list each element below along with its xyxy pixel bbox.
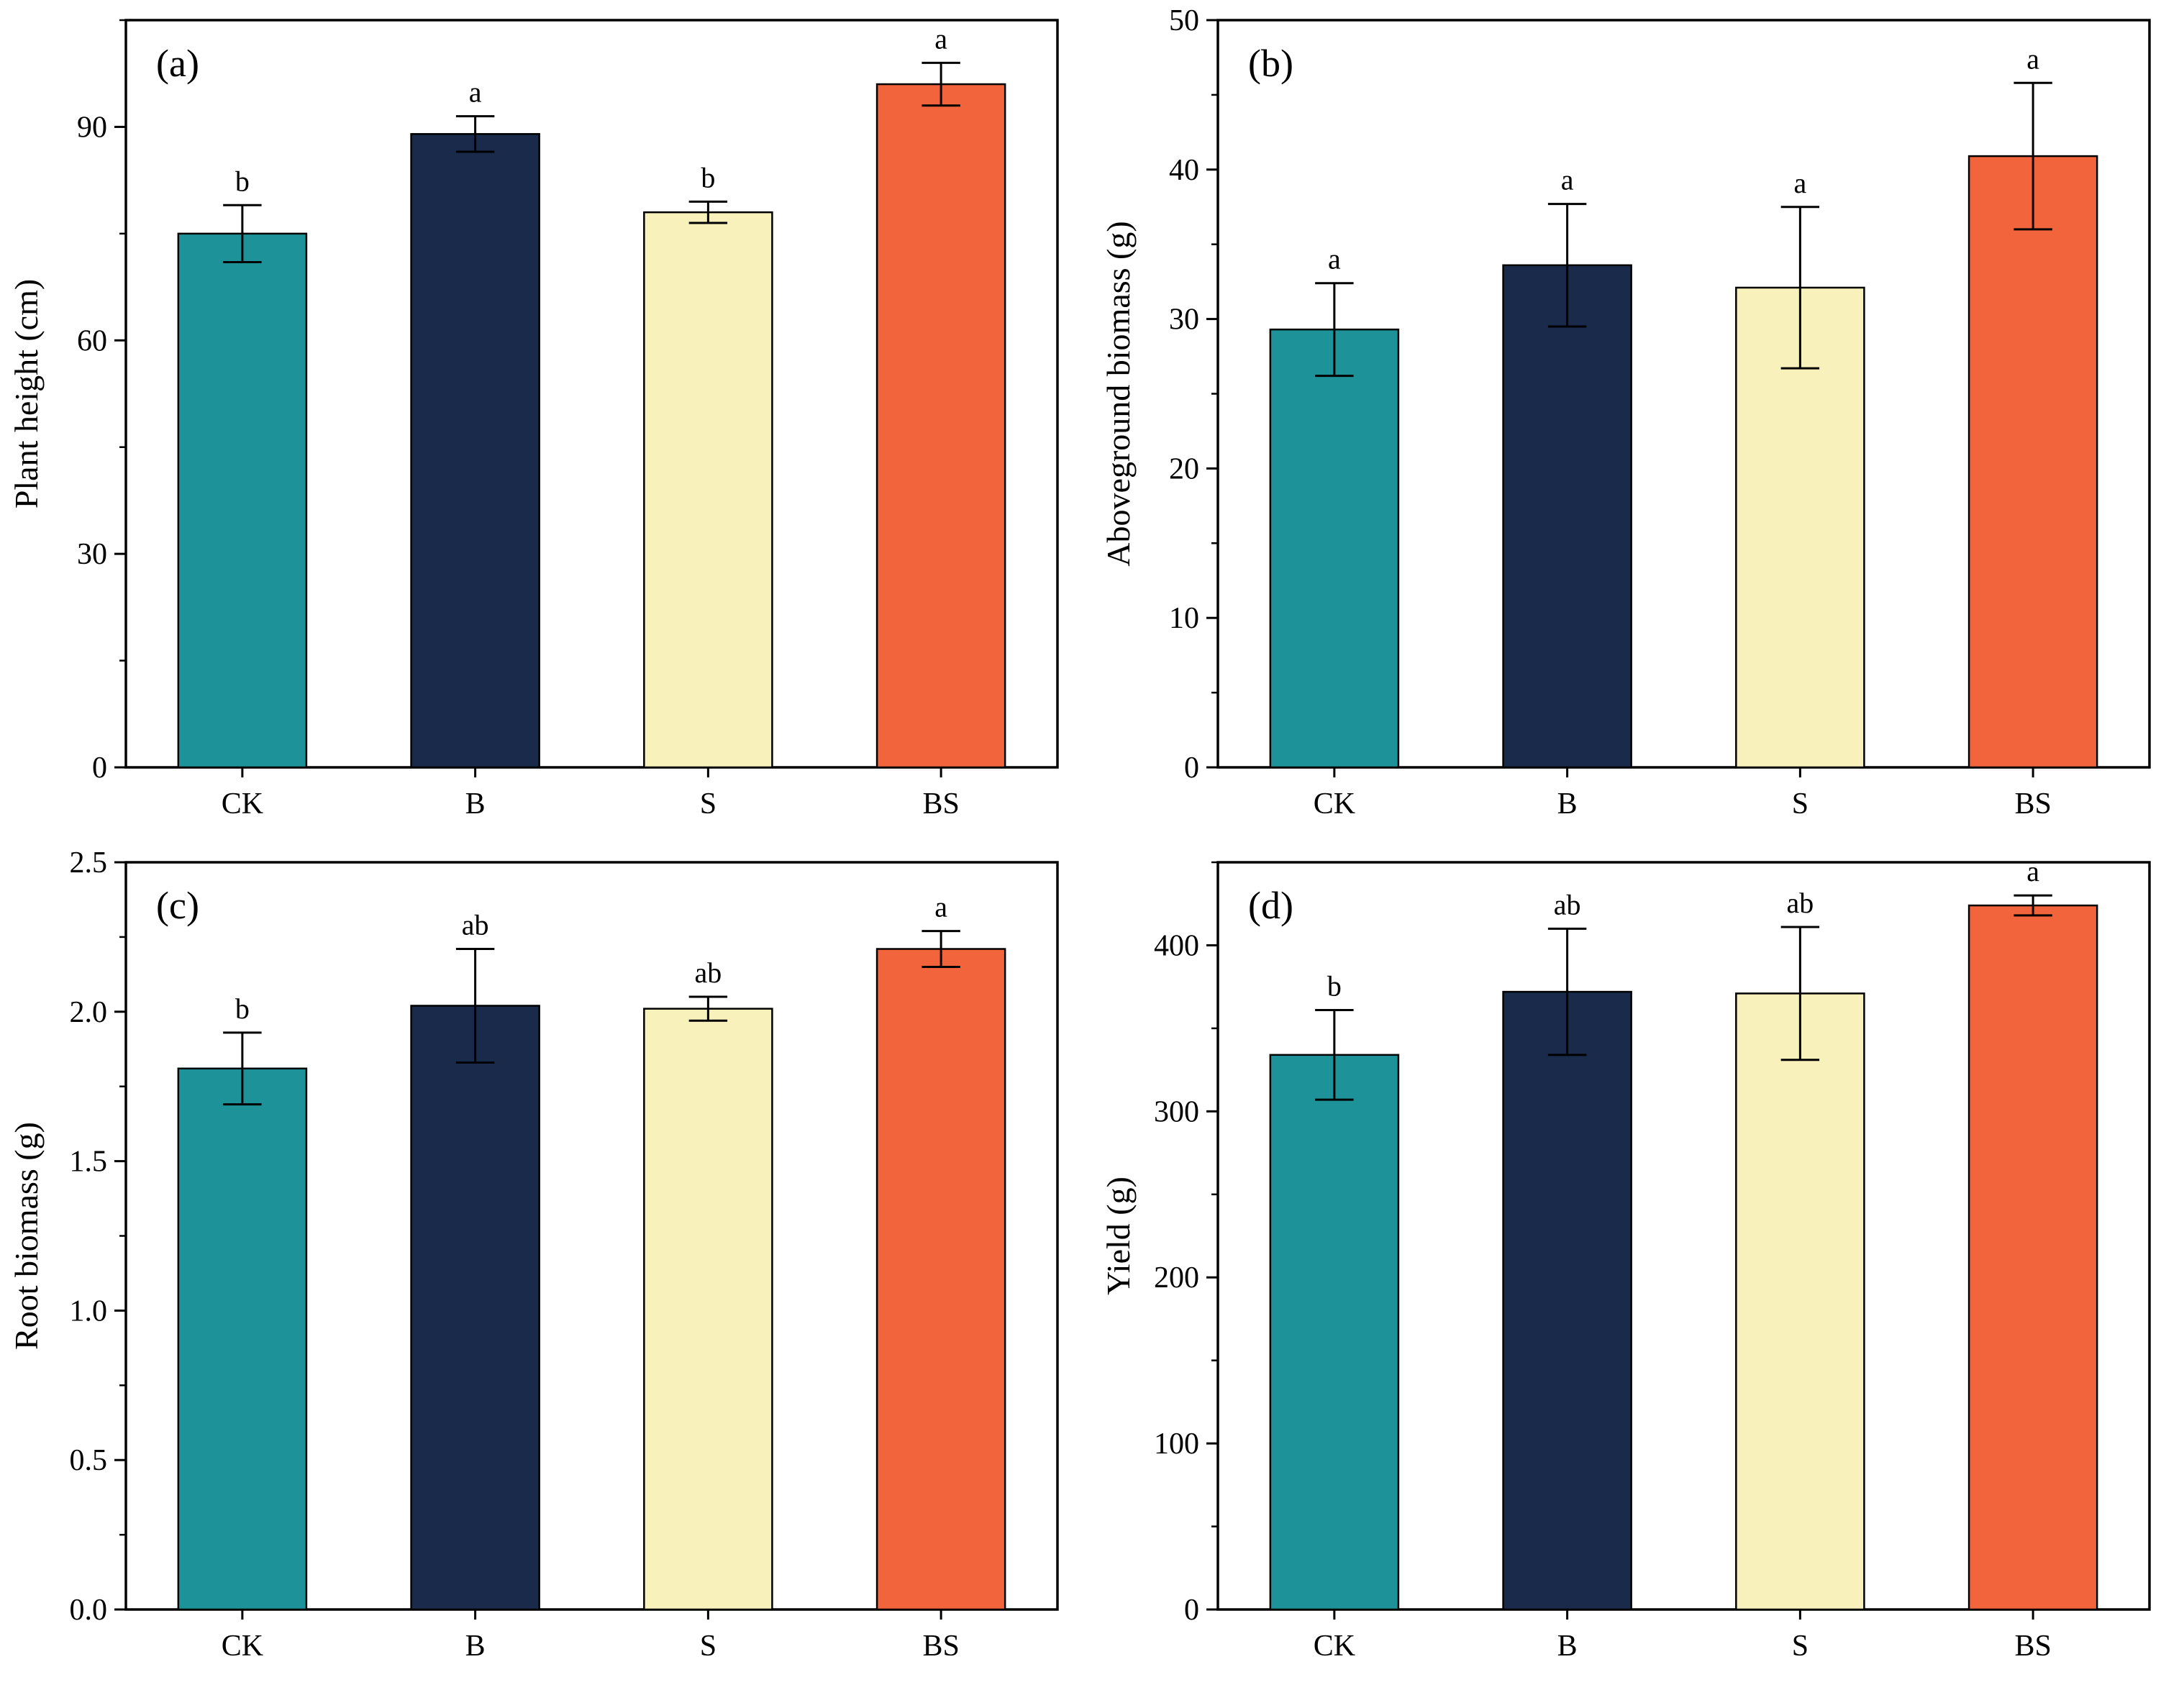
significance-letter-CK: b (235, 165, 250, 197)
x-category-label: CK (1314, 787, 1355, 821)
x-category-label: S (1792, 1630, 1808, 1663)
y-tick-label: 1.5 (70, 1146, 108, 1179)
significance-letter-S: b (701, 161, 715, 193)
y-tick-label: 1.0 (70, 1294, 108, 1328)
y-tick-label: 40 (1169, 154, 1199, 187)
bar-B (1502, 990, 1632, 1611)
significance-letter-CK: b (235, 992, 250, 1025)
y-tick-label: 0 (92, 752, 107, 785)
y-axis-title: Yield (g) (1100, 1177, 1137, 1295)
significance-letter-B: a (469, 76, 482, 109)
chart-d-svg: 0 100 200 300 400 CK b Bab Sab BS a Yield (g) (d) (1100, 855, 2151, 1663)
significance-letter-BS: a (2026, 42, 2039, 75)
y-tick-label: 200 (1154, 1261, 1199, 1294)
significance-letter-BS: a (934, 22, 947, 55)
y-axis-title: Aboveground biomass (g) (1100, 221, 1137, 566)
significance-letter-B: ab (462, 909, 489, 941)
y-tick-label: 30 (77, 538, 107, 571)
chart-a-svg: 0 30 60 90 CK b Ba Sb BS a Plant height (cm) (a) (8, 19, 1059, 821)
x-category-label: S (700, 787, 716, 821)
x-category-label: BS (922, 1630, 959, 1663)
bar-B (410, 133, 540, 769)
chart-c-svg: 0.0 0.5 1.0 1.5 2.0 2.5 CK b Bab Sab BS a Root bioma… (8, 846, 1059, 1663)
significance-letter-B: a (1561, 164, 1574, 196)
y-tick-label: 60 (77, 324, 107, 357)
x-category-label: B (465, 1630, 486, 1663)
significance-letter-S: a (1793, 167, 1806, 199)
y-tick-label: 20 (1169, 452, 1199, 485)
significance-letter-B: ab (1554, 888, 1581, 921)
y-tick-label: 90 (77, 111, 107, 144)
bar-S (643, 211, 773, 769)
bar-CK (177, 1067, 308, 1611)
y-tick-label: 300 (1154, 1095, 1199, 1128)
significance-letter-CK: b (1327, 969, 1342, 1002)
y-tick-label: 400 (1154, 929, 1199, 962)
bar-S (643, 1008, 773, 1611)
significance-letter-S: ab (1786, 887, 1814, 919)
bar-CK (1269, 1054, 1400, 1611)
y-tick-label: 0.0 (70, 1594, 108, 1627)
x-category-label: B (1557, 1630, 1578, 1663)
y-tick-label: 0 (1184, 752, 1199, 785)
x-category-label: B (1557, 787, 1578, 821)
plot-frame (124, 19, 1059, 769)
bar-BS (875, 948, 1006, 1611)
x-category-label: CK (222, 787, 263, 821)
y-tick-label: 10 (1169, 602, 1199, 635)
x-category-label: S (1792, 787, 1808, 821)
panel-label: (b) (1248, 42, 1293, 85)
panel-label: (c) (156, 884, 199, 927)
significance-letter-BS: a (934, 891, 947, 923)
bar-CK (177, 232, 308, 769)
y-tick-label: 0.5 (70, 1444, 108, 1477)
y-tick-label: 30 (1169, 303, 1199, 337)
x-category-label: BS (2014, 1630, 2051, 1663)
y-tick-label: 50 (1169, 4, 1199, 37)
bar-BS (1967, 155, 2098, 769)
plot-frame (1216, 861, 2151, 1611)
x-category-label: BS (2014, 787, 2051, 821)
bar-S (1735, 992, 1865, 1611)
bar-BS (1967, 904, 2098, 1611)
x-category-label: CK (1314, 1630, 1355, 1663)
bar-BS (875, 83, 1006, 769)
significance-letter-BS: a (2026, 855, 2039, 887)
y-axis-title: Root biomass (g) (8, 1122, 45, 1350)
significance-letter-S: ab (694, 956, 722, 989)
x-category-label: B (465, 787, 486, 821)
y-tick-label: 0 (1184, 1594, 1199, 1627)
bar-B (1502, 264, 1632, 769)
panel-label: (a) (156, 42, 199, 85)
y-axis-title: Plant height (cm) (8, 279, 45, 508)
y-tick-label: 2.5 (70, 846, 108, 880)
chart-b-svg: 0 10 20 30 40 50 CK a Ba Sa BS a Aboveground biomass… (1100, 4, 2151, 821)
bar-CK (1269, 328, 1400, 769)
significance-letter-CK: a (1328, 243, 1341, 275)
x-category-label: BS (922, 787, 959, 821)
bar-B (410, 1005, 540, 1611)
x-category-label: CK (222, 1630, 263, 1663)
y-tick-label: 100 (1154, 1428, 1199, 1461)
panel-label: (d) (1248, 884, 1293, 927)
y-tick-label: 2.0 (70, 996, 108, 1029)
x-category-label: S (700, 1630, 716, 1663)
